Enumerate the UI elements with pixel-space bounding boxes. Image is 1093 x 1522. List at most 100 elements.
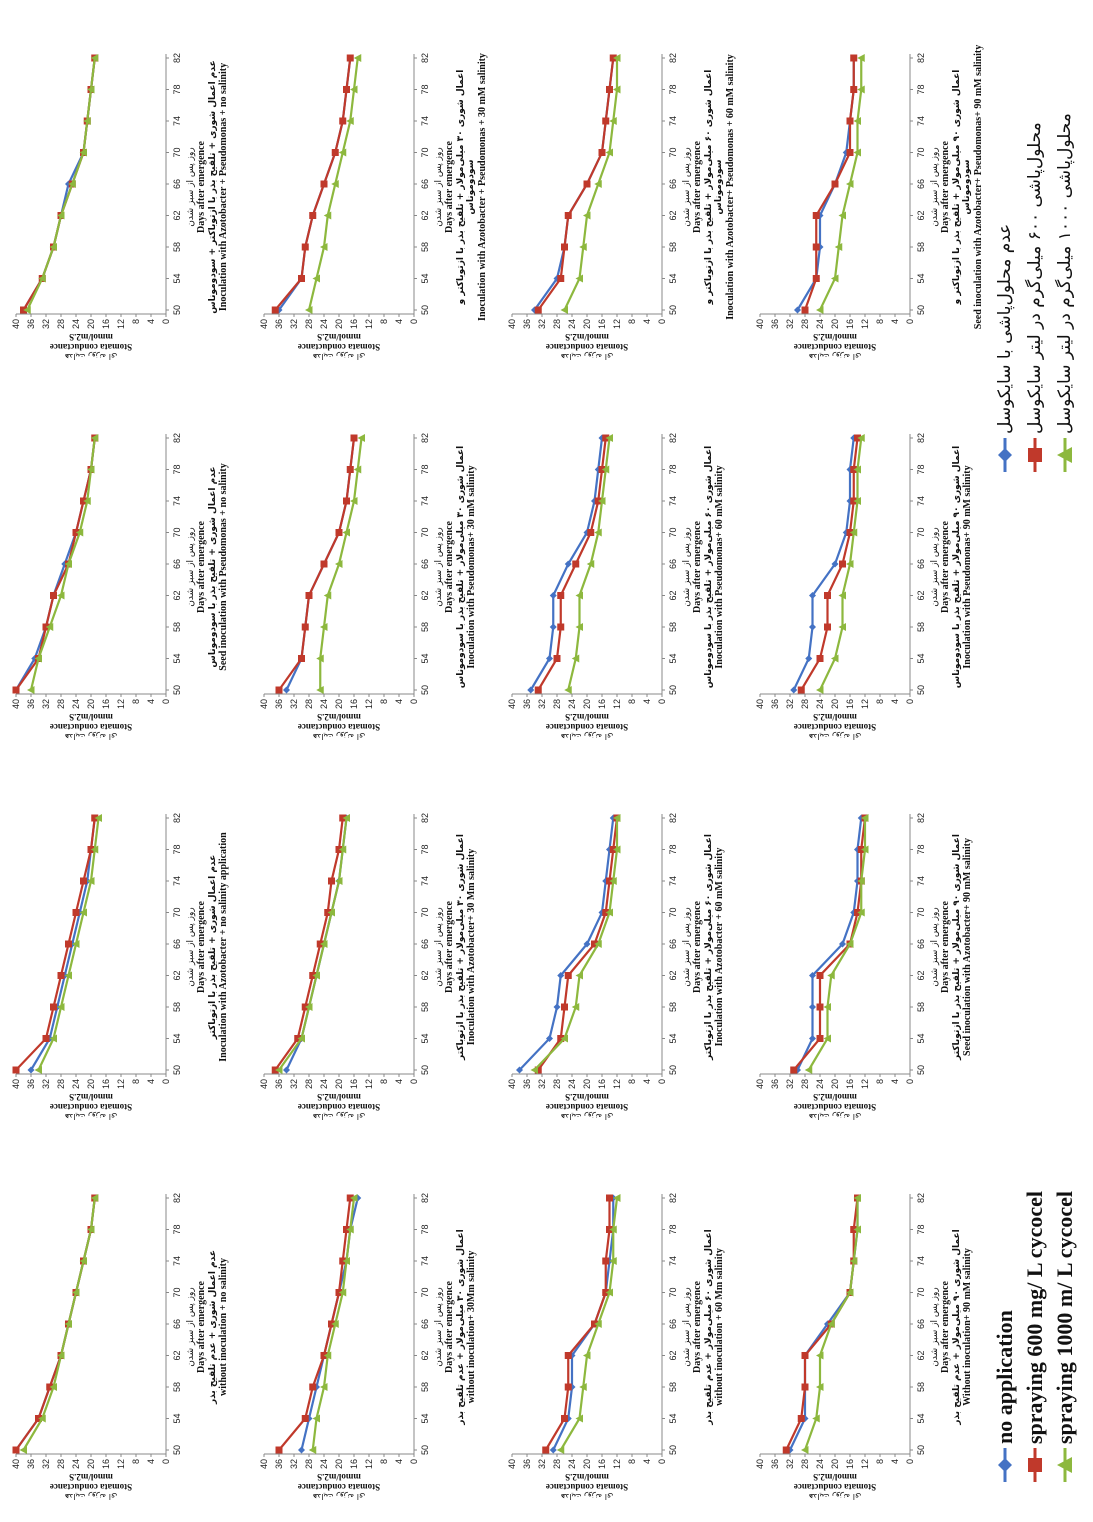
y-tick-label: 24 — [71, 1079, 81, 1089]
data-point-marker — [782, 1446, 790, 1454]
y-tick-label: 8 — [131, 319, 141, 324]
y-tick-label: 24 — [567, 1079, 577, 1089]
y-tick-label: 36 — [26, 1079, 36, 1089]
data-point-marker — [534, 686, 542, 694]
data-point-marker — [323, 211, 332, 220]
data-point-marker — [613, 85, 621, 94]
data-point-marker — [87, 877, 95, 885]
y-tick-label: 28 — [304, 1079, 314, 1089]
data-point-marker — [12, 686, 20, 694]
series-line — [15, 437, 96, 691]
legend-persian: عدم محلول‌پاشی با سایکوسل محلول‌پاشی ۶۰۰… — [990, 113, 1080, 472]
y-tick-label: 8 — [131, 699, 141, 704]
y-tick-label: 12 — [612, 319, 622, 329]
data-point-marker — [72, 909, 80, 916]
y-tick-label: 40 — [259, 1459, 269, 1469]
panel-caption: روز پس از سبز شدن Days after emergence اعم… — [434, 1182, 478, 1472]
data-point-marker — [275, 1446, 283, 1454]
data-point-marker — [94, 814, 102, 822]
y-tick-label: 12 — [364, 699, 374, 709]
data-point-marker — [338, 845, 347, 854]
y-axis-label-fa: هدایت روزنه ای — [809, 732, 861, 741]
y-tick-label: 20 — [334, 699, 344, 709]
y-tick-label: 40 — [11, 1079, 21, 1089]
y-tick-label: 20 — [334, 1079, 344, 1089]
x-tick-label: 74 — [172, 116, 182, 126]
y-tick-label: 36 — [26, 1459, 36, 1469]
y-tick-label: 0 — [409, 1459, 419, 1464]
y-axis-unit: mmol/m2.S — [317, 1092, 361, 1102]
y-tick-label: 28 — [800, 319, 810, 329]
data-point-marker — [309, 212, 317, 219]
data-point-marker — [27, 1066, 35, 1074]
series-line — [278, 437, 356, 691]
data-point-marker — [834, 243, 843, 251]
data-point-marker — [79, 908, 87, 917]
data-point-marker — [57, 1351, 65, 1360]
x-axis-label-en: Days after emergence — [444, 141, 456, 233]
x-axis-label-en: Days after emergence — [196, 901, 208, 993]
x-tick-label: 50 — [916, 1065, 926, 1075]
x-tick-label: 82 — [420, 433, 430, 443]
legend-item-fa-2: محلول‌پاشی ۱۰۰۰ میلی‌گرم در لیتر سایکوسل — [1050, 113, 1080, 472]
x-axis-label-en: Days after emergence — [940, 521, 952, 613]
data-point-marker — [338, 148, 347, 157]
y-axis-label-fa: هدایت روزنه ای — [561, 1112, 613, 1121]
treatment-caption-en: Inoculation with Azotobacter + no salini… — [218, 832, 230, 1062]
treatment-caption-fa: اعمال شوری ۶۰ میلی‌مولار + عدم تلقیح بذر — [703, 1229, 714, 1425]
x-tick-label: 74 — [916, 496, 926, 506]
series-line — [274, 57, 352, 311]
x-tick-label: 74 — [916, 116, 926, 126]
x-axis-label-fa: روز پس از سبز شدن — [930, 147, 940, 227]
x-tick-label: 62 — [420, 970, 430, 980]
x-tick-label: 58 — [668, 1002, 678, 1012]
data-point-marker — [561, 1003, 568, 1011]
data-point-marker — [34, 654, 42, 663]
x-axis-label-fa: روز پس از سبز شدن — [434, 147, 444, 227]
y-axis-unit: mmol/m2.S — [565, 1092, 609, 1102]
data-point-marker — [809, 972, 816, 979]
y-tick-label: 16 — [349, 1079, 359, 1089]
y-tick-label: 8 — [379, 699, 389, 704]
y-tick-label: 40 — [755, 1459, 765, 1469]
y-tick-label: 0 — [657, 699, 667, 704]
y-axis-unit: mmol/m2.S — [565, 332, 609, 342]
data-point-marker — [80, 877, 87, 885]
x-tick-label: 82 — [172, 53, 182, 63]
y-tick-label: 12 — [612, 699, 622, 709]
x-tick-label: 54 — [668, 653, 678, 663]
chart-panel: 0 4 8 12 16 20 24 28 32 36 40 50 54 58 62 66 70 74 78 82 هدا… — [256, 802, 502, 1132]
x-tick-label: 54 — [916, 1413, 926, 1423]
x-tick-label: 62 — [172, 210, 182, 220]
data-point-marker — [801, 1352, 809, 1359]
x-tick-label: 82 — [668, 813, 678, 823]
series-line — [278, 1197, 352, 1451]
x-tick-label: 50 — [668, 305, 678, 315]
y-tick-label: 24 — [815, 1079, 825, 1089]
data-point-marker — [342, 814, 350, 822]
triangle-marker-icon — [1055, 438, 1075, 472]
y-tick-label: 32 — [41, 1079, 51, 1089]
y-tick-label: 8 — [131, 1459, 141, 1464]
x-axis-label-fa: روز پس از سبز شدن — [682, 1287, 692, 1367]
y-tick-label: 4 — [890, 319, 900, 324]
y-tick-label: 28 — [800, 699, 810, 709]
x-tick-label: 58 — [668, 622, 678, 632]
y-tick-label: 28 — [800, 1459, 810, 1469]
y-tick-label: 20 — [830, 1459, 840, 1469]
x-tick-label: 78 — [916, 84, 926, 94]
data-point-marker — [853, 1194, 861, 1202]
x-tick-label: 78 — [668, 844, 678, 854]
x-axis-label-en: Days after emergence — [444, 521, 456, 613]
data-point-marker — [530, 1066, 538, 1074]
treatment-caption-fa: اعمال شوری ۳۰ میلی‌مولار + عدم تلقیح بذر — [455, 1229, 466, 1425]
x-tick-label: 54 — [172, 273, 182, 283]
y-axis-label-fa: هدایت روزنه ای — [313, 352, 365, 361]
y-tick-label: 36 — [26, 699, 36, 709]
treatment-caption-fa: اعمال شوری ۶۰ میلی‌مولار + تلقیح بذر با … — [703, 69, 725, 305]
x-tick-label: 66 — [916, 1319, 926, 1329]
panel-caption: روز پس از سبز شدن Days after emergence اعم… — [682, 1182, 726, 1472]
data-point-marker — [586, 560, 595, 568]
